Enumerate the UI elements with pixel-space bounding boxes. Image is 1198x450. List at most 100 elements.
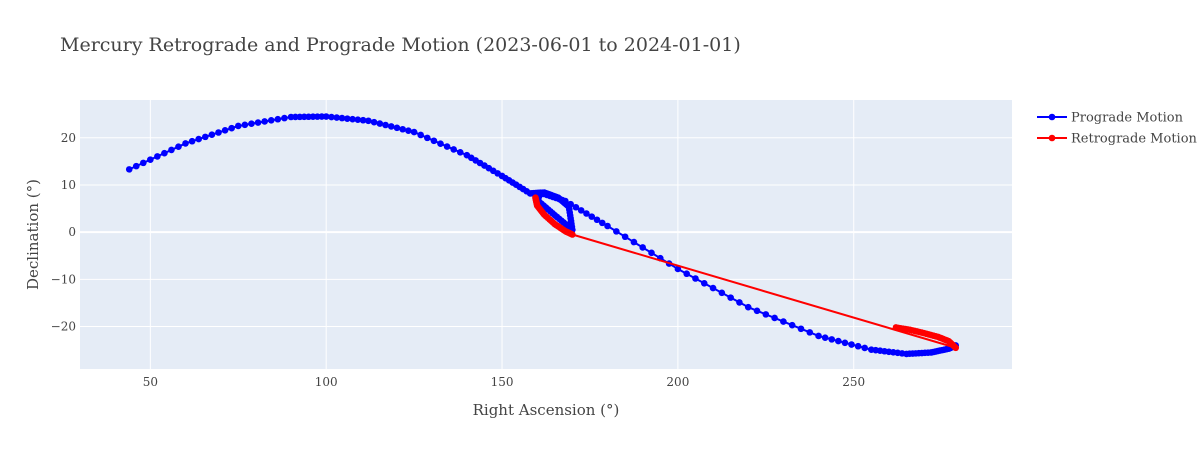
data-point[interactable] (648, 249, 655, 257)
data-point[interactable] (828, 336, 836, 343)
data-point[interactable] (692, 275, 699, 282)
data-point[interactable] (577, 207, 585, 214)
data-point[interactable] (125, 166, 133, 173)
data-point[interactable] (338, 114, 346, 122)
data-point[interactable] (234, 122, 242, 130)
data-point[interactable] (154, 153, 161, 160)
data-point[interactable] (613, 228, 620, 235)
data-point[interactable] (424, 134, 431, 142)
data-point[interactable] (718, 289, 726, 297)
data-point[interactable] (430, 137, 438, 145)
data-point[interactable] (261, 118, 268, 125)
data-point[interactable] (322, 113, 330, 120)
data-point[interactable] (762, 311, 770, 318)
data-point[interactable] (583, 210, 590, 217)
grid-lines (80, 100, 1012, 369)
data-point[interactable] (370, 118, 378, 126)
data-point[interactable] (399, 125, 406, 133)
data-point[interactable] (797, 325, 805, 333)
legend-swatch-marker (1048, 134, 1056, 142)
data-point[interactable] (806, 329, 814, 336)
data-point[interactable] (562, 197, 569, 205)
data-point[interactable] (727, 294, 734, 301)
data-point[interactable] (182, 140, 189, 147)
data-point[interactable] (267, 117, 275, 124)
y-tick-labels: −20 −10 0 10 20 (51, 131, 76, 334)
data-point[interactable] (861, 344, 869, 352)
data-point[interactable] (744, 303, 752, 311)
data-point[interactable] (274, 115, 282, 123)
series-1 (532, 194, 960, 352)
data-point[interactable] (354, 116, 362, 124)
data-point[interactable] (417, 131, 425, 139)
data-point[interactable] (405, 127, 412, 134)
data-point[interactable] (443, 143, 451, 150)
data-point[interactable] (736, 299, 743, 306)
data-point[interactable] (567, 200, 574, 208)
data-point[interactable] (835, 337, 842, 345)
data-point[interactable] (248, 120, 255, 128)
plot-area (80, 100, 1012, 369)
x-tick-label: 100 (315, 375, 338, 389)
y-tick-label: 20 (61, 131, 76, 145)
data-point[interactable] (630, 238, 638, 246)
data-point[interactable] (437, 140, 444, 147)
data-point[interactable] (815, 332, 822, 340)
data-point[interactable] (365, 117, 372, 125)
data-point[interactable] (780, 318, 787, 325)
data-point[interactable] (140, 159, 147, 167)
data-point[interactable] (175, 143, 182, 150)
data-point[interactable] (228, 124, 235, 132)
data-point[interactable] (281, 114, 288, 122)
data-point[interactable] (393, 124, 401, 132)
data-point[interactable] (349, 115, 356, 123)
data-point[interactable] (376, 120, 384, 127)
data-point[interactable] (215, 129, 222, 136)
data-point[interactable] (328, 113, 335, 121)
data-point[interactable] (359, 116, 367, 124)
data-point[interactable] (132, 162, 140, 170)
data-point[interactable] (848, 341, 855, 348)
data-point[interactable] (410, 128, 418, 136)
data-point[interactable] (188, 137, 196, 145)
data-point[interactable] (208, 131, 216, 138)
data-point[interactable] (771, 314, 778, 322)
data-point[interactable] (598, 219, 606, 227)
data-point[interactable] (572, 203, 580, 211)
data-point[interactable] (621, 233, 629, 241)
data-point[interactable] (147, 156, 154, 163)
data-point[interactable] (450, 146, 457, 153)
data-point[interactable] (593, 216, 601, 224)
data-point[interactable] (241, 121, 249, 129)
legend[interactable]: Prograde Motion Retrograde Motion (1037, 111, 1198, 147)
data-point[interactable] (788, 321, 796, 329)
data-point[interactable] (333, 114, 341, 121)
data-point[interactable] (709, 284, 717, 292)
data-point[interactable] (168, 146, 175, 154)
data-point[interactable] (569, 231, 576, 238)
data-point[interactable] (753, 307, 761, 315)
data-point[interactable] (221, 127, 229, 134)
data-point[interactable] (195, 135, 202, 143)
data-point[interactable] (604, 222, 611, 230)
legend-item[interactable]: Prograde Motion (1037, 111, 1184, 126)
data-point[interactable] (201, 133, 209, 141)
data-point[interactable] (821, 334, 829, 341)
data-point[interactable] (382, 121, 389, 129)
data-point[interactable] (674, 265, 682, 273)
y-tick-label: 10 (61, 178, 76, 192)
data-point[interactable] (387, 123, 395, 130)
data-point[interactable] (700, 279, 708, 287)
data-point[interactable] (254, 119, 262, 126)
data-point[interactable] (841, 339, 849, 347)
data-point[interactable] (639, 244, 647, 251)
data-point[interactable] (588, 213, 596, 220)
data-point[interactable] (161, 149, 168, 157)
data-point[interactable] (854, 342, 862, 350)
data-point[interactable] (892, 324, 900, 331)
data-point[interactable] (456, 149, 464, 156)
data-point[interactable] (343, 115, 351, 122)
data-point[interactable] (683, 270, 690, 278)
legend-item[interactable]: Retrograde Motion (1037, 132, 1198, 147)
x-tick-label: 250 (842, 375, 865, 389)
